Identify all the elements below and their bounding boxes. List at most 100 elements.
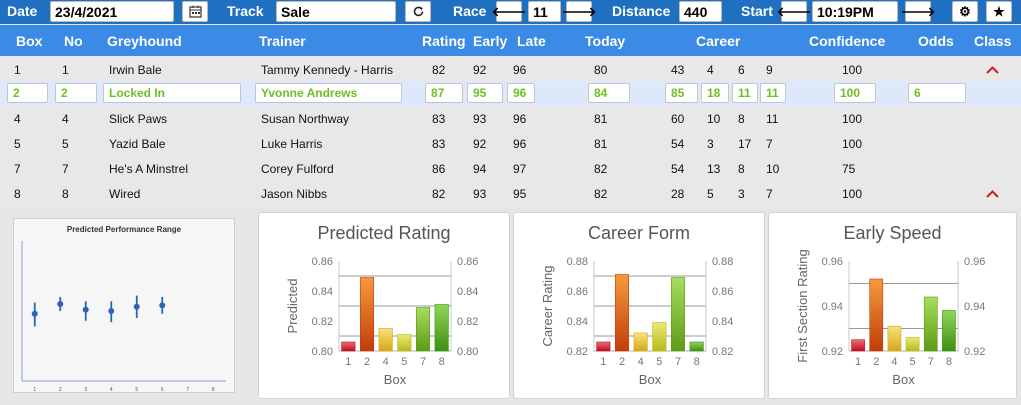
cell-today: 80 xyxy=(594,63,608,77)
start-prev-button[interactable]: 🡐 xyxy=(777,1,811,22)
cell-career: 85 xyxy=(665,83,698,103)
start-next-button[interactable]: 🡒 xyxy=(901,1,935,22)
race-prev-button[interactable]: 🡐 xyxy=(492,1,526,22)
refresh-button[interactable] xyxy=(405,1,431,22)
header-confidence[interactable]: Confidence xyxy=(809,33,886,49)
cell-no: 1 xyxy=(62,63,69,77)
start-field[interactable]: 10:19PM xyxy=(812,1,898,22)
header-late[interactable]: Late xyxy=(517,33,546,49)
cell-career: 9 xyxy=(766,63,773,77)
performance-range-plot: 1 2 3 4 5 6 7 8 xyxy=(21,241,226,392)
header-rating[interactable]: Rating xyxy=(422,33,466,49)
table-row[interactable]: 5 5 Yazid Bale Luke Harris 83 92 96 81 5… xyxy=(0,131,1021,156)
favorite-button[interactable]: ★ xyxy=(986,1,1012,22)
cell-career: 54 xyxy=(671,162,685,176)
distance-field[interactable]: 440 xyxy=(679,1,722,22)
cell-career: 17 xyxy=(738,137,752,151)
y-tick-label-right: 0.82 xyxy=(712,346,733,358)
header-trainer[interactable]: Trainer xyxy=(259,33,306,49)
y-tick-label-right: 0.96 xyxy=(964,256,985,268)
cell-today: 84 xyxy=(588,83,630,103)
cell-late: 96 xyxy=(513,63,527,77)
cell-no: 4 xyxy=(62,112,69,126)
cell-greyhound: Yazid Bale xyxy=(109,137,166,151)
y-tick-label-right: 0.80 xyxy=(457,346,478,358)
bar xyxy=(942,310,956,352)
chart-title: Career Form xyxy=(587,223,690,243)
performance-range-chart: Predicted Performance Range 1 2 3 4 5 6 7 8 xyxy=(13,218,235,393)
cell-confidence: 100 xyxy=(834,83,876,103)
header-class[interactable]: Class xyxy=(974,33,1012,49)
cell-career: 11 xyxy=(760,83,786,103)
cell-confidence: 75 xyxy=(842,162,856,176)
chevron-up-icon[interactable] xyxy=(986,63,999,77)
header-odds[interactable]: Odds xyxy=(918,33,954,49)
cell-early: 95 xyxy=(467,83,503,103)
cell-late: 97 xyxy=(513,162,527,176)
x-tick-label: 2 xyxy=(59,387,62,392)
cell-greyhound: Locked In xyxy=(103,83,241,103)
cell-trainer: Luke Harris xyxy=(261,137,323,151)
x-tick-label: 4 xyxy=(383,356,389,368)
calendar-button[interactable] xyxy=(182,1,208,22)
table-row[interactable]: 7 7 He's A Minstrel Corey Fulford 86 94 … xyxy=(0,156,1021,181)
race-next-button[interactable]: 🡒 xyxy=(562,1,596,22)
x-tick-label: 3 xyxy=(84,387,87,392)
bar xyxy=(434,304,449,352)
header-early[interactable]: Early xyxy=(473,33,508,49)
race-field[interactable]: 11 xyxy=(528,1,561,22)
cell-greyhound: Irwin Bale xyxy=(109,63,162,77)
x-tick-label: 1 xyxy=(600,356,606,368)
cell-box: 7 xyxy=(14,162,21,176)
cell-odds[interactable]: 6 xyxy=(908,83,966,103)
bar xyxy=(670,277,686,352)
chart-title: Early Speed xyxy=(843,223,942,243)
table-row[interactable]: 1 1 Irwin Bale Tammy Kennedy - Harris 82… xyxy=(0,57,1021,82)
x-axis-label: Box xyxy=(892,372,915,387)
cell-rating: 83 xyxy=(432,137,446,151)
header-career[interactable]: Career xyxy=(696,33,741,49)
cell-today: 82 xyxy=(594,187,608,201)
table-row-selected[interactable]: 2 2 Locked In Yvonne Andrews 87 95 96 84… xyxy=(0,81,1021,106)
table-row[interactable]: 4 4 Slick Paws Susan Northway 83 93 96 8… xyxy=(0,106,1021,131)
y-tick-label: 0.84 xyxy=(312,286,333,298)
x-tick-label: 7 xyxy=(928,356,934,368)
cell-career: 43 xyxy=(671,63,685,77)
cell-career: 6 xyxy=(738,63,745,77)
date-field[interactable]: 23/4/2021 xyxy=(50,1,174,22)
track-label: Track xyxy=(227,3,264,19)
cell-box: 4 xyxy=(14,112,21,126)
chevron-up-icon[interactable] xyxy=(986,187,999,201)
calendar-icon xyxy=(188,5,202,18)
header-box[interactable]: Box xyxy=(16,33,43,49)
cell-career: 8 xyxy=(738,162,745,176)
bar xyxy=(633,332,648,352)
cell-career: 11 xyxy=(732,83,758,103)
predicted-rating-chart: 0.80 0.80 0.82 0.82 0.84 0.84 0.86 0.86 1 2 4 5 7 8 Bo… xyxy=(285,256,478,387)
bar xyxy=(614,274,630,352)
x-tick-label: 1 xyxy=(33,387,36,392)
x-tick-label: 7 xyxy=(420,356,426,368)
data-point xyxy=(108,308,115,314)
x-tick-label: 2 xyxy=(619,356,625,368)
y-tick-label: 0.86 xyxy=(312,256,333,268)
table-header: Box No Greyhound Trainer Rating Early La… xyxy=(0,25,1021,56)
header-greyhound[interactable]: Greyhound xyxy=(107,33,182,49)
settings-button[interactable]: ⚙ xyxy=(952,1,978,22)
cell-confidence: 100 xyxy=(842,137,863,151)
x-tick-label: 5 xyxy=(401,356,407,368)
x-tick-label: 7 xyxy=(186,387,189,392)
x-tick-label: 6 xyxy=(161,387,164,392)
header-today[interactable]: Today xyxy=(585,33,626,49)
bar xyxy=(652,322,667,352)
bar xyxy=(596,341,611,352)
cell-trainer: Jason Nibbs xyxy=(261,187,328,201)
cell-career: 3 xyxy=(738,187,745,201)
chart-title: Predicted Rating xyxy=(317,223,451,243)
track-field[interactable]: Sale xyxy=(276,1,396,22)
table-row[interactable]: 8 8 Wired Jason Nibbs 82 93 95 82 28 5 3… xyxy=(0,181,1021,206)
y-tick-label-right: 0.82 xyxy=(457,316,478,328)
bar xyxy=(359,277,375,352)
toolbar: Date 23/4/2021 Track Sale Race 🡐 11 🡒 Di… xyxy=(0,0,1021,24)
header-no[interactable]: No xyxy=(64,33,83,49)
